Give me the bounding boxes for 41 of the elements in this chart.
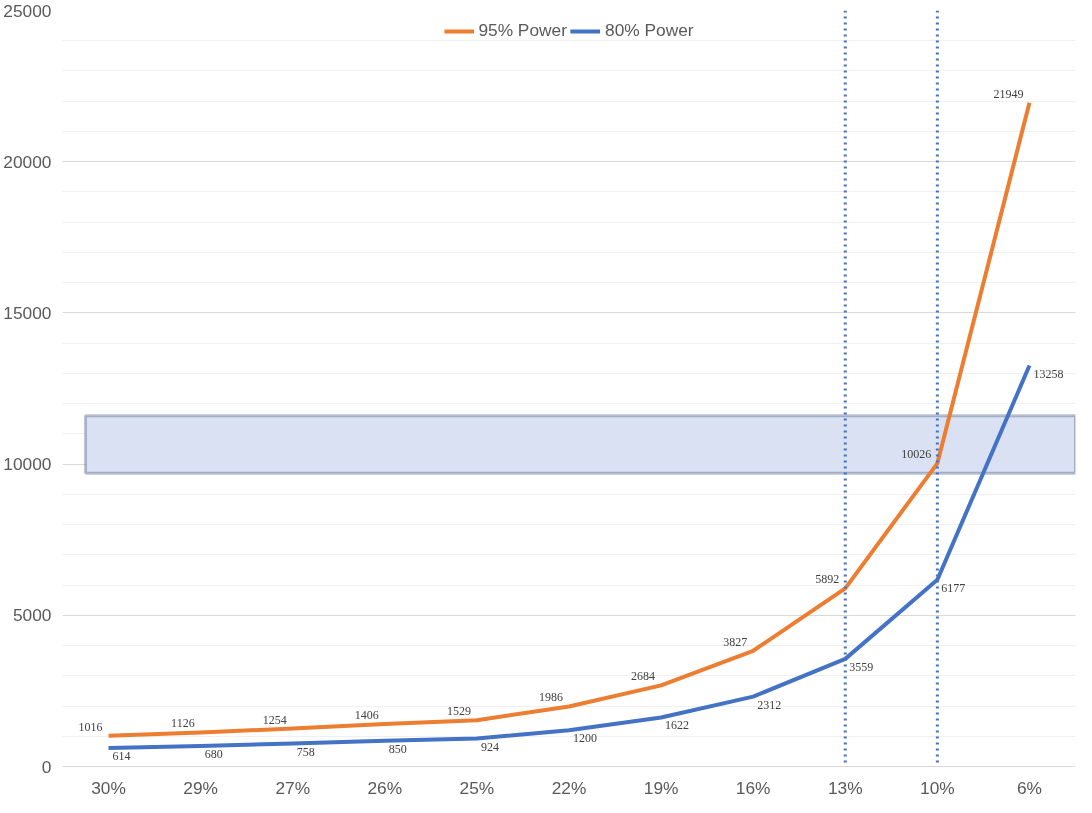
y-tick-label: 25000 [3,0,52,21]
data-label: 1622 [665,718,690,733]
data-label: 2312 [757,697,782,712]
data-label: 758 [296,744,315,759]
y-tick-label: 10000 [3,454,52,475]
data-label: 614 [112,748,131,763]
data-label: 1126 [171,716,195,731]
y-tick-label: 20000 [3,151,52,172]
x-tick-label: 25% [459,777,495,798]
x-tick-label: 30% [91,777,126,798]
data-label: 2684 [631,669,656,684]
y-tick-label: 0 [41,756,52,777]
x-tick-label: 10% [920,777,955,798]
y-tick-label: 15000 [3,302,52,323]
x-tick-label: 6% [1016,777,1042,798]
y-tick-label: 5000 [12,605,52,626]
x-tick-label: 16% [735,777,771,798]
data-label: 1254 [262,712,287,727]
legend-label: 95% Power [478,20,567,41]
data-label: 1016 [78,719,103,734]
data-label: 13258 [1033,366,1064,381]
data-label: 10026 [901,447,932,462]
legend-label: 80% Power [605,20,694,41]
x-tick-label: 27% [275,777,311,798]
x-tick-label: 19% [643,777,679,798]
x-tick-label: 22% [551,777,587,798]
data-label: 680 [204,746,223,761]
data-label: 1986 [539,690,563,705]
x-tick-label: 29% [183,777,218,798]
x-tick-label: 26% [367,777,403,798]
data-label: 21949 [993,86,1024,101]
data-label: 6177 [941,580,966,595]
x-tick-label: 13% [827,777,863,798]
data-label: 924 [480,739,499,754]
data-label: 3827 [723,634,748,649]
data-label: 1200 [573,731,597,746]
data-label: 1529 [446,704,471,719]
data-label: 5892 [815,572,840,587]
data-label: 850 [388,741,407,756]
data-label: 1406 [354,707,379,722]
data-label: 3559 [849,659,874,674]
